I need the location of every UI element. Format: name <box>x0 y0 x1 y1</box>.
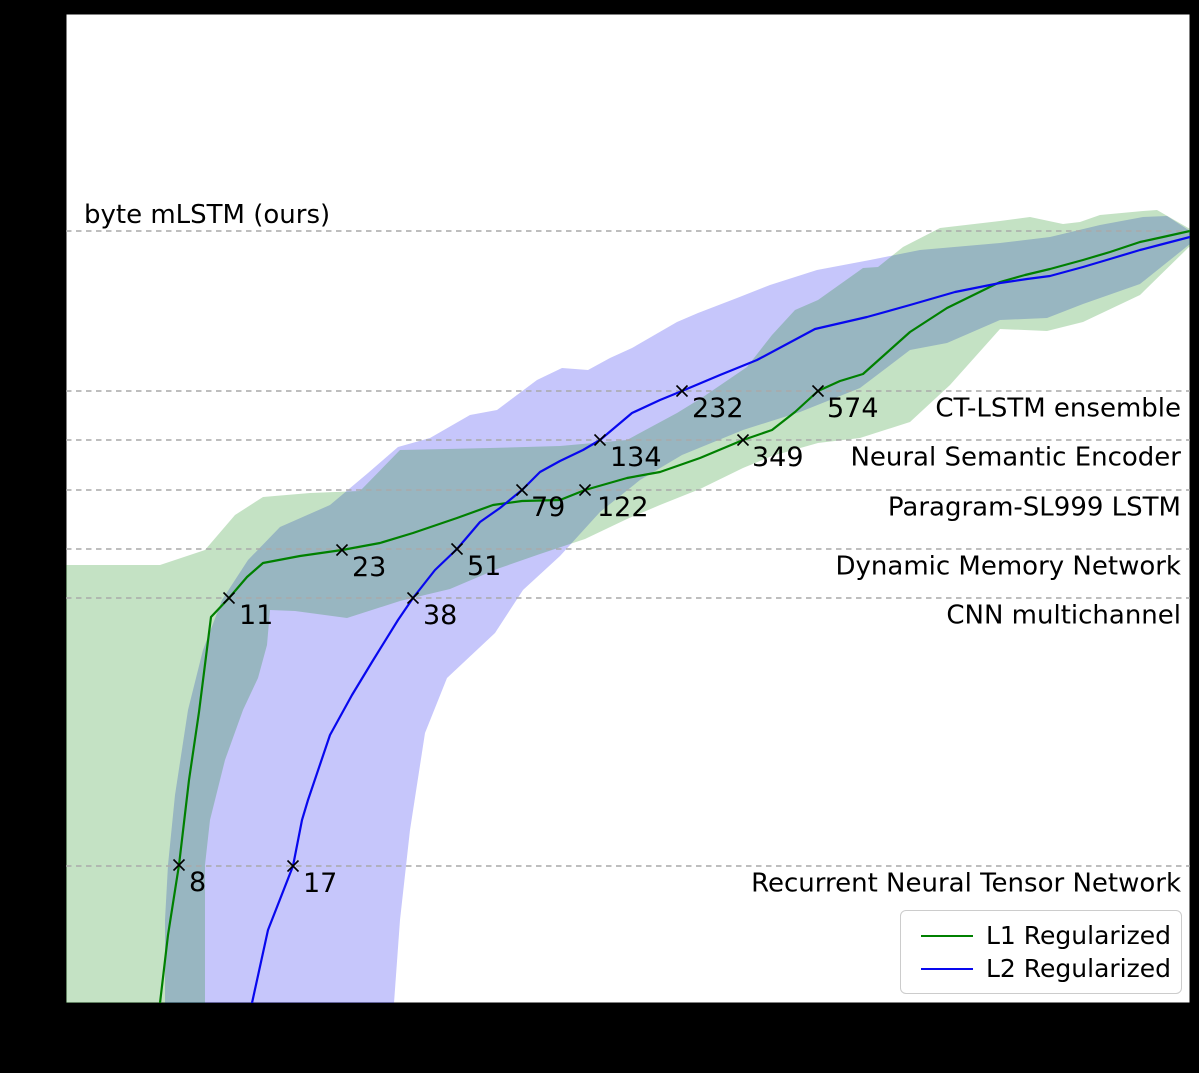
baseline-label-1: CT-LSTM ensemble <box>935 393 1181 423</box>
x-marker-134 <box>593 433 607 447</box>
x-marker-79 <box>515 483 529 497</box>
l1-confidence-band <box>66 210 1190 1003</box>
x-marker-349 <box>736 433 750 447</box>
annotation-17: 17 <box>303 868 337 899</box>
x-marker-17 <box>286 859 300 873</box>
x-marker-23 <box>335 543 349 557</box>
annotation-134: 134 <box>610 442 662 473</box>
annotation-23: 23 <box>352 552 386 583</box>
baseline-label-0: byte mLSTM (ours) <box>84 200 330 230</box>
baseline-label-3: Paragram-SL999 LSTM <box>888 492 1181 522</box>
l2-line-swatch <box>921 967 973 970</box>
annotation-11: 11 <box>239 600 273 631</box>
legend-entry-l1: L1 Regularized <box>911 923 1171 948</box>
x-marker-51 <box>450 542 464 556</box>
annotation-574: 574 <box>827 393 879 424</box>
x-marker-11 <box>222 591 236 605</box>
l2-line <box>250 235 1190 1003</box>
x-marker-38 <box>406 591 420 605</box>
x-marker-122 <box>578 483 592 497</box>
annotation-8: 8 <box>189 867 206 898</box>
annotation-51: 51 <box>467 551 501 582</box>
annotation-38: 38 <box>423 600 457 631</box>
legend: L1 Regularized L2 Regularized <box>900 910 1182 994</box>
x-marker-8 <box>172 858 186 872</box>
l1-line-swatch <box>921 934 973 937</box>
annotation-122: 122 <box>597 492 649 523</box>
plot-background <box>65 13 1191 1004</box>
baseline-label-6: Recurrent Neural Tensor Network <box>751 868 1181 898</box>
annotation-232: 232 <box>692 393 744 424</box>
baseline-label-5: CNN multichannel <box>946 600 1181 630</box>
baseline-label-2: Neural Semantic Encoder <box>850 442 1181 472</box>
x-marker-232 <box>675 384 689 398</box>
baseline-label-4: Dynamic Memory Network <box>836 551 1182 581</box>
x-marker-574 <box>811 384 825 398</box>
annotation-349: 349 <box>752 442 804 473</box>
legend-label-l1: L1 Regularized <box>986 921 1171 950</box>
legend-entry-l2: L2 Regularized <box>911 956 1171 981</box>
annotation-79: 79 <box>531 492 565 523</box>
l2-confidence-band <box>165 216 1190 1003</box>
legend-label-l2: L2 Regularized <box>986 954 1171 983</box>
